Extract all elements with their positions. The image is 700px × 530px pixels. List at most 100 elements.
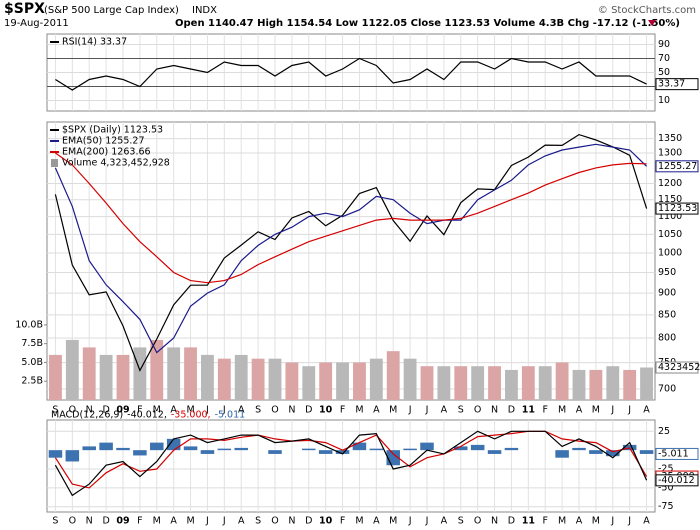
histogram-bar [318,450,333,454]
y-tick-label: -25 [658,464,674,475]
volume-bar [488,366,501,400]
last-value-box [655,160,699,173]
volume-bar [251,358,265,400]
volume-bar [319,362,333,400]
volume-bar [133,347,147,400]
histogram-bar [555,450,569,458]
volume-bar [386,351,400,400]
y-tick-label: 1200 [658,178,682,189]
volume-bar [538,366,552,400]
x-tick-label: M [558,516,566,527]
x-tick-label: N [86,516,93,527]
volume-bar [302,366,316,400]
volume-bar [116,354,130,400]
last-value-box [655,474,699,487]
x-tick-label: J [627,516,631,527]
volume-bar [521,366,535,400]
y-tick-label: 10 [658,95,670,106]
x-tick-label: O [474,516,481,527]
histogram-bar [150,442,164,451]
x-tick-label: D [102,516,109,527]
series-line [54,430,648,489]
quote: Open 1140.47 High 1154.54 Low 1122.05 Cl… [175,18,680,29]
last-value-label: -5.011 [658,448,689,459]
volume-bar [336,362,349,400]
volume-bar [99,354,113,400]
x-tick-label: J [425,516,429,527]
legend-label: -5.011 [215,410,246,421]
volume-bar [49,354,62,400]
histogram-bar [572,447,586,451]
y-tick-label: 50 [658,67,670,78]
histogram-bar [217,448,232,451]
y-tick-label: 1050 [658,229,682,240]
series-line [54,143,648,354]
histogram-bar [116,447,130,451]
volume-tick-label: 5.0B [21,357,43,368]
x-tick-label: F [340,516,345,527]
histogram-bar [200,450,215,454]
histogram-bar [268,450,282,454]
histogram-bar [606,450,620,457]
legend-label: EMA(200) 1263.66 [62,147,151,158]
x-tick-label: J [222,516,226,527]
histogram-bar [166,438,181,451]
x-tick-label: M [153,405,161,416]
x-tick-label: A [576,516,583,527]
x-tick-label: J [408,516,412,527]
last-value-label: 1123.53 [658,203,697,214]
histogram-bar [470,444,485,451]
volume-bar [234,354,248,400]
histogram-bar [403,448,417,451]
x-tick-label: 09 [116,516,129,527]
x-tick-label: A [643,405,650,416]
last-value-box [655,447,699,460]
down-arrow [648,20,656,26]
y-tick-label: 1100 [658,211,682,222]
x-tick-label: S [458,516,464,527]
volume-bar [268,358,282,400]
y-tick-label: 1000 [658,247,682,258]
legend-label: MACD(12,26,9) [51,410,123,421]
x-tick-label: M [186,516,194,527]
y-tick-label: 900 [658,288,676,299]
volume-bar [285,362,299,400]
volume-bar [150,339,164,400]
y-tick-label: 1300 [658,147,682,158]
histogram-bar [65,450,80,462]
x-tick-label: F [137,516,142,527]
series-line [54,133,648,372]
y-tick-label: 1150 [658,194,682,205]
last-value-box [655,361,699,374]
histogram-bar [352,442,367,451]
x-tick-label: A [576,405,583,416]
x-tick-label: J [627,405,631,416]
x-tick-label: F [340,405,345,416]
x-tick-label: J [425,405,429,416]
x-tick-label: O [271,516,278,527]
x-tick-label: M [355,516,363,527]
y-tick-label: -75 [658,501,674,512]
x-tick-label: S [458,405,464,416]
date: 19-Aug-2011 [4,18,69,29]
x-tick-label: N [288,405,295,416]
x-tick-label: M [592,405,600,416]
x-tick-label: O [69,405,76,416]
x-tick-label: O [474,405,481,416]
y-tick-label: 25 [658,426,670,437]
x-tick-label: D [102,405,109,416]
x-tick-label: A [643,516,650,527]
last-value-label: -40.012 [658,475,695,486]
x-tick-label: 11 [522,516,535,527]
volume-bar [572,369,586,400]
y-tick-label: 70 [658,53,670,64]
series-line [55,57,647,91]
volume-bar [454,366,468,400]
x-tick-label: J [610,405,614,416]
x-tick-label: D [305,516,312,527]
volume-bar [403,358,417,400]
volume-bar [201,354,214,400]
x-tick-label: M [389,516,397,527]
volume-bar [369,358,383,400]
